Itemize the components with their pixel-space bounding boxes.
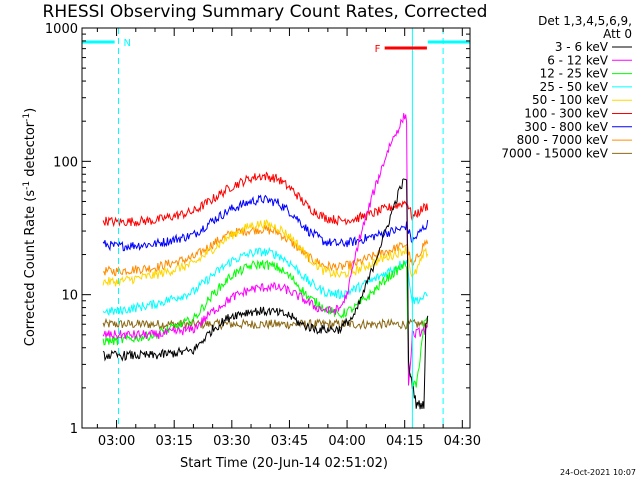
plot-area: NF 03:00 03:15 03:30 03:45 04:00 04:15 04:30 1… (45, 22, 481, 449)
x-tick-labels: 03:00 03:15 03:30 03:45 04:00 04:15 04:30 (98, 434, 481, 449)
annotation-layer: NF (82, 28, 470, 428)
x-tick-label: 04:15 (386, 434, 423, 449)
series-line (102, 178, 429, 410)
x-tick-label: 04:00 (328, 434, 365, 449)
x-tick-label: 03:30 (213, 434, 250, 449)
y-tick-label: 10 (61, 289, 78, 304)
series-layer (102, 113, 429, 410)
legend-label: 100 - 300 keV (524, 107, 608, 121)
y-axis-label: Corrected Count Rate (s-1 detector-1) (22, 108, 38, 346)
y-tick-labels: 1 10 100 1000 (45, 22, 78, 437)
legend-label: 50 - 100 keV (532, 93, 609, 107)
y-tick-label: 1000 (45, 22, 78, 37)
flare-label: F (375, 44, 381, 55)
timestamp: 24-Oct-2021 10:07 (560, 468, 636, 477)
x-tick-label: 03:00 (98, 434, 135, 449)
axis-ticks (82, 27, 470, 429)
plot-frame (81, 27, 471, 429)
y-tick-label: 100 (53, 155, 78, 170)
series-line (102, 259, 429, 388)
y-tick-label: 1 (70, 422, 78, 437)
y-axis-label-end: ) (23, 108, 38, 113)
series-line (102, 113, 429, 386)
y-axis-label-mid: detector (23, 121, 38, 181)
series-line (102, 246, 428, 317)
y-axis-label-exp2: -1 (22, 113, 32, 122)
chart-title: RHESSI Observing Summary Count Rates, Co… (43, 2, 488, 22)
x-axis-label: Start Time (20-Jun-14 02:51:02) (180, 456, 388, 471)
legend-label: 800 - 7000 keV (517, 133, 609, 147)
legend-label: 12 - 25 keV (540, 67, 609, 81)
x-tick-label: 04:30 (444, 434, 481, 449)
legend-label: 3 - 6 keV (555, 40, 609, 54)
y-axis-label-exp1: -1 (22, 181, 32, 190)
series-line (102, 219, 429, 287)
x-tick-label: 03:45 (271, 434, 308, 449)
legend-label: 6 - 12 keV (547, 53, 609, 67)
legend-label: 25 - 50 keV (540, 80, 609, 94)
series-line (102, 224, 429, 277)
y-axis-label-main: Corrected Count Rate (s (23, 190, 38, 347)
legend-label: 7000 - 15000 keV (501, 146, 608, 160)
series-line (102, 171, 429, 228)
x-tick-label: 03:15 (155, 434, 192, 449)
legend-header-line2: Att 0 (603, 27, 632, 41)
saa-label: N (123, 38, 130, 49)
legend-label: 300 - 800 keV (524, 120, 608, 134)
legend-header-line1: Det 1,3,4,5,6,9, (538, 14, 632, 28)
series-line (102, 194, 429, 252)
series-line (102, 317, 429, 331)
